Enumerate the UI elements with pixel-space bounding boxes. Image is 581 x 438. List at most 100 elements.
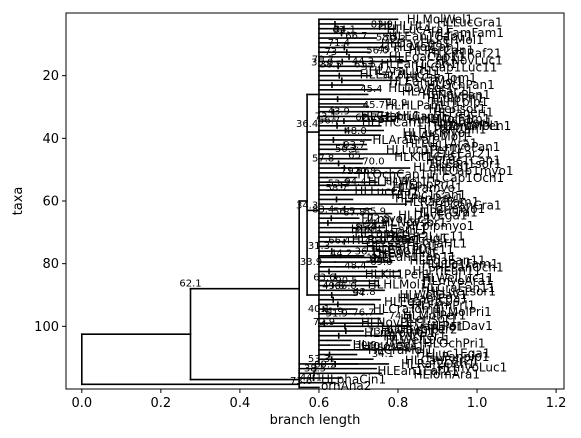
leaf-label: HLMolFam1 xyxy=(421,112,490,126)
leaf-label: HLeripip1 xyxy=(413,160,470,174)
support-value-label: 65 xyxy=(348,150,361,161)
leaf-label: HLAramyo1 xyxy=(392,181,462,195)
support-value-label: 76.7 xyxy=(352,308,374,319)
y-tick-label: 80 xyxy=(42,257,59,272)
support-value-label: 53.3 xyxy=(308,354,330,365)
support-value-label: 34.3 xyxy=(296,200,318,211)
x-tick-label: 0.8 xyxy=(388,396,409,411)
leaf-label: HLKit1Gra1 xyxy=(394,150,462,164)
support-value-label: 48.0 xyxy=(344,126,366,137)
support-value-label: 61.5 xyxy=(354,60,376,71)
leaf-label: HLvanEla1 xyxy=(400,319,464,333)
support-value-label: 49.6 xyxy=(322,281,344,292)
leaf-label: HLpipPri1 xyxy=(427,92,484,106)
support-value-label: 56.7 xyxy=(318,115,340,126)
leaf-label: HLTomAra1 xyxy=(413,367,480,381)
support-value-label: 74.5 xyxy=(389,311,411,322)
leaf-label: HLEar2Luc11 xyxy=(360,67,439,81)
leaf-label: HLEar2Luc11 xyxy=(386,229,465,243)
leaf-label: HLEan1Ean11 xyxy=(373,250,457,264)
support-value-label: 37.4 xyxy=(361,62,383,73)
leaf-label: HLmyoLuc1 xyxy=(361,212,431,226)
support-value-label: 34.1 xyxy=(372,349,394,360)
support-value-label: 38.5 xyxy=(304,363,326,374)
support-value-label: 51.9 xyxy=(326,308,348,319)
leaf-label: HLMolCan1 xyxy=(394,40,462,54)
leaf-label: HLLucGra1 xyxy=(437,16,503,30)
support-value-label: 91.3 xyxy=(365,219,387,230)
leaf-label: HLEan1sor1 xyxy=(430,157,502,171)
leaf-label: HLLucAra1 xyxy=(387,23,452,37)
support-value-label: 31.3 xyxy=(308,241,330,252)
leaf-label: HLpipPri1 xyxy=(399,178,456,192)
leaf-label: HLerisor1 xyxy=(400,312,457,326)
support-value-label: 32.7 xyxy=(366,254,388,265)
support-value-label: 71.4 xyxy=(328,38,350,49)
y-axis-label: taxa xyxy=(11,187,26,216)
x-tick-label: 1.2 xyxy=(546,396,567,411)
leaf-label: HLEan1Can1 xyxy=(380,57,457,71)
leaf-label: HLLuc1Ega1 xyxy=(416,347,490,361)
support-value-label: 58.5 xyxy=(376,33,398,44)
support-value-label: 40.9 xyxy=(364,236,386,247)
support-value-label: 40.1 xyxy=(308,304,330,315)
support-value-label: 73.4 xyxy=(378,111,400,122)
leaf-label: HLHLMol1 xyxy=(368,278,428,292)
leaf-label: HLAraMol1 xyxy=(404,129,469,143)
support-value-label: 66.4 xyxy=(328,236,350,247)
leaf-label: HLLucmyo1 xyxy=(403,126,473,140)
leaf-label: HLFamPri1 xyxy=(412,298,475,312)
support-value-label: 38.5 xyxy=(320,59,342,70)
leaf-label: HLWelDav1 xyxy=(399,288,467,302)
support-value-label: 49.6 xyxy=(377,44,399,55)
support-value-label: 94 xyxy=(352,288,365,299)
x-tick-label: 0.0 xyxy=(71,396,92,411)
support-value-label: 45.7 xyxy=(363,100,385,111)
leaf-label: HLLuc1sor1 xyxy=(426,285,496,299)
support-value-label: 93.7 xyxy=(343,140,365,151)
support-value-label: 73.1 xyxy=(315,112,337,123)
leaf-label: macEug1 xyxy=(392,232,448,246)
support-value-label: 84.1 xyxy=(334,24,356,35)
support-value-label: 33.9 xyxy=(300,257,322,268)
leaf-label: HLLuc1Fam1 xyxy=(422,257,499,271)
support-value-label: 60.2 xyxy=(314,359,336,370)
leaf-label: HLPriEan11 xyxy=(412,264,481,278)
y-axis-ticks: 20 40 60 80 100 xyxy=(34,69,66,335)
leaf-label: HLOchPri1 xyxy=(424,336,486,350)
leaf-label: HLEan1Cap11 xyxy=(389,30,474,44)
support-value-label: 79.3 xyxy=(384,34,406,45)
leaf-label: HLTomMol1 xyxy=(434,119,501,133)
leaf-label: HLMolPer1 xyxy=(403,309,467,323)
leaf-label: HLCraHL1 xyxy=(361,109,421,123)
leaf-label: HLPanOch1 xyxy=(435,260,504,274)
leaf-label: HLCanCra1 xyxy=(434,198,501,212)
support-value-label: 69.0 xyxy=(370,257,392,268)
leaf-label: HLKit1Ean11 xyxy=(351,223,428,237)
leaf-label: HLDavEga1 xyxy=(381,36,451,50)
support-value-label: 53.2 xyxy=(328,178,350,189)
leaf-label: HLNovsor1 xyxy=(381,216,446,230)
x-axis-ticks: 0.0 0.2 0.4 0.6 0.8 1.0 1.2 xyxy=(71,389,566,411)
leaf-label: HLAraEar21 xyxy=(402,85,474,99)
leaf-label: HLRaf2Fam1 xyxy=(404,195,479,209)
support-value-label: 44.3 xyxy=(352,56,374,67)
support-value-label: 72.8 xyxy=(367,214,389,225)
leaf-label: HLRaf2Och1 xyxy=(401,357,475,371)
support-value-label: 31.9 xyxy=(321,307,343,318)
leaf-label: HLWelPri1 xyxy=(378,247,437,261)
leaf-label: HLNovPer1 xyxy=(361,316,427,330)
leaf-label: HLCap1Och1 xyxy=(426,171,504,185)
support-value-label: 36.1 xyxy=(355,246,377,257)
support-value-label: 70.0 xyxy=(362,156,384,167)
support-value-label: 63 xyxy=(332,25,345,36)
y-tick-label: 100 xyxy=(34,320,59,335)
leaf-label: HLPriCan1 xyxy=(362,116,424,130)
support-value-label: 92.6 xyxy=(347,166,369,177)
support-value-label: 83.4 xyxy=(312,205,334,216)
support-value-label: 57.8 xyxy=(312,154,334,165)
leaf-label: HLKit1Raf21 xyxy=(427,47,501,61)
support-value-label: 44.1 xyxy=(300,373,322,384)
leaf-label: HLEan1Mol1 xyxy=(389,74,464,88)
support-value-label: 85.9 xyxy=(364,207,386,218)
